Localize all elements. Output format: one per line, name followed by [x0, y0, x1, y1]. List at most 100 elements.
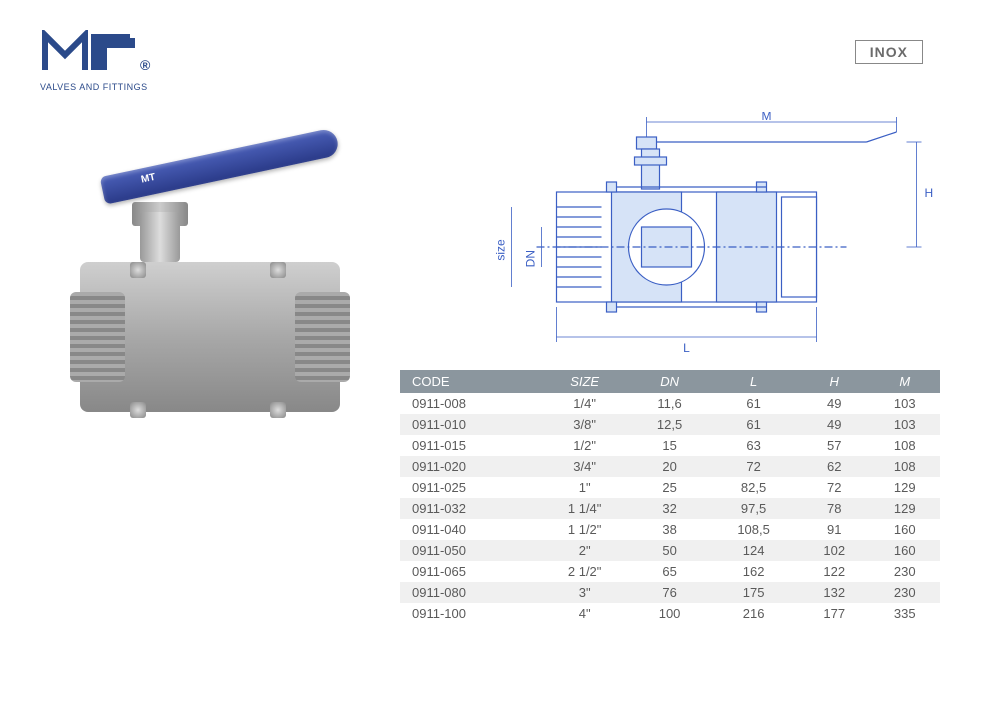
cell-l: 72 — [708, 456, 799, 477]
cell-h: 91 — [799, 519, 870, 540]
cell-size: 1/4" — [538, 393, 631, 414]
cell-code: 0911-010 — [400, 414, 538, 435]
cell-m: 129 — [869, 498, 940, 519]
dim-size-label: size — [494, 239, 508, 261]
dim-dn-label: DN — [524, 250, 538, 267]
cell-m: 160 — [869, 540, 940, 561]
valve-bolt — [130, 262, 146, 278]
spec-table: CODESIZEDNLHM 0911-0081/4"11,66149103091… — [400, 370, 940, 624]
table-row: 0911-0321 1/4"3297,578129 — [400, 498, 940, 519]
cell-code: 0911-015 — [400, 435, 538, 456]
cell-h: 49 — [799, 414, 870, 435]
table-row: 0911-0151/2"156357108 — [400, 435, 940, 456]
cell-size: 2 1/2" — [538, 561, 631, 582]
cell-h: 72 — [799, 477, 870, 498]
cell-code: 0911-100 — [400, 603, 538, 624]
table-row: 0911-0081/4"11,66149103 — [400, 393, 940, 414]
table-row: 0911-1004"100216177335 — [400, 603, 940, 624]
cell-size: 1/2" — [538, 435, 631, 456]
header: ® VALVES AND FITTINGS INOX — [40, 30, 943, 92]
table-row: 0911-0502"50124102160 — [400, 540, 940, 561]
cell-l: 97,5 — [708, 498, 799, 519]
cell-h: 57 — [799, 435, 870, 456]
valve-body — [80, 262, 340, 412]
dim-m-label: M — [762, 112, 772, 123]
cell-m: 103 — [869, 414, 940, 435]
logo-tagline: VALVES AND FITTINGS — [40, 82, 170, 92]
handle-brand-label: MT — [140, 172, 156, 186]
table-body: 0911-0081/4"11,661491030911-0103/8"12,56… — [400, 393, 940, 624]
col-header: DN — [631, 370, 708, 393]
cell-dn: 65 — [631, 561, 708, 582]
cell-dn: 20 — [631, 456, 708, 477]
col-header: L — [708, 370, 799, 393]
cell-dn: 11,6 — [631, 393, 708, 414]
cell-m: 335 — [869, 603, 940, 624]
cell-h: 177 — [799, 603, 870, 624]
cell-code: 0911-080 — [400, 582, 538, 603]
valve-bolt — [270, 262, 286, 278]
cell-l: 216 — [708, 603, 799, 624]
cell-l: 82,5 — [708, 477, 799, 498]
product-photo: MT — [40, 112, 390, 432]
cell-size: 2" — [538, 540, 631, 561]
table-row: 0911-0803"76175132230 — [400, 582, 940, 603]
cell-h: 132 — [799, 582, 870, 603]
cell-dn: 100 — [631, 603, 708, 624]
logo-icon: ® — [40, 30, 170, 80]
cell-l: 63 — [708, 435, 799, 456]
cell-size: 1" — [538, 477, 631, 498]
cell-m: 108 — [869, 456, 940, 477]
cell-h: 102 — [799, 540, 870, 561]
cell-m: 160 — [869, 519, 940, 540]
cell-size: 3" — [538, 582, 631, 603]
table-row: 0911-0401 1/2"38108,591160 — [400, 519, 940, 540]
logo-block: ® VALVES AND FITTINGS — [40, 30, 170, 92]
valve-handle: MT — [100, 127, 341, 204]
cell-code: 0911-065 — [400, 561, 538, 582]
table-row: 0911-0652 1/2"65162122230 — [400, 561, 940, 582]
cell-m: 103 — [869, 393, 940, 414]
cell-m: 230 — [869, 561, 940, 582]
cell-code: 0911-008 — [400, 393, 538, 414]
cell-size: 3/4" — [538, 456, 631, 477]
cell-dn: 25 — [631, 477, 708, 498]
cell-l: 61 — [708, 393, 799, 414]
valve-bolt — [130, 402, 146, 418]
col-header: M — [869, 370, 940, 393]
cell-dn: 32 — [631, 498, 708, 519]
cell-l: 108,5 — [708, 519, 799, 540]
table-row: 0911-0203/4"207262108 — [400, 456, 940, 477]
cell-dn: 76 — [631, 582, 708, 603]
cell-code: 0911-020 — [400, 456, 538, 477]
cell-code: 0911-032 — [400, 498, 538, 519]
cell-code: 0911-050 — [400, 540, 538, 561]
cell-m: 129 — [869, 477, 940, 498]
cell-l: 61 — [708, 414, 799, 435]
cell-dn: 50 — [631, 540, 708, 561]
cell-m: 230 — [869, 582, 940, 603]
col-header: H — [799, 370, 870, 393]
col-header: CODE — [400, 370, 538, 393]
cell-m: 108 — [869, 435, 940, 456]
inox-badge: INOX — [855, 40, 923, 64]
col-header: SIZE — [538, 370, 631, 393]
cell-size: 1 1/2" — [538, 519, 631, 540]
cell-h: 49 — [799, 393, 870, 414]
valve-bolt — [270, 402, 286, 418]
table-row: 0911-0251"2582,572129 — [400, 477, 940, 498]
valve-stem — [140, 212, 180, 262]
table-header: CODESIZEDNLHM — [400, 370, 940, 393]
cell-code: 0911-025 — [400, 477, 538, 498]
cell-size: 1 1/4" — [538, 498, 631, 519]
cell-l: 175 — [708, 582, 799, 603]
cell-code: 0911-040 — [400, 519, 538, 540]
table-row: 0911-0103/8"12,56149103 — [400, 414, 940, 435]
cell-h: 62 — [799, 456, 870, 477]
cell-l: 124 — [708, 540, 799, 561]
cell-l: 162 — [708, 561, 799, 582]
technical-diagram: M H L DN size — [430, 112, 943, 372]
cell-size: 3/8" — [538, 414, 631, 435]
cell-h: 122 — [799, 561, 870, 582]
dim-h-label: H — [925, 186, 934, 200]
